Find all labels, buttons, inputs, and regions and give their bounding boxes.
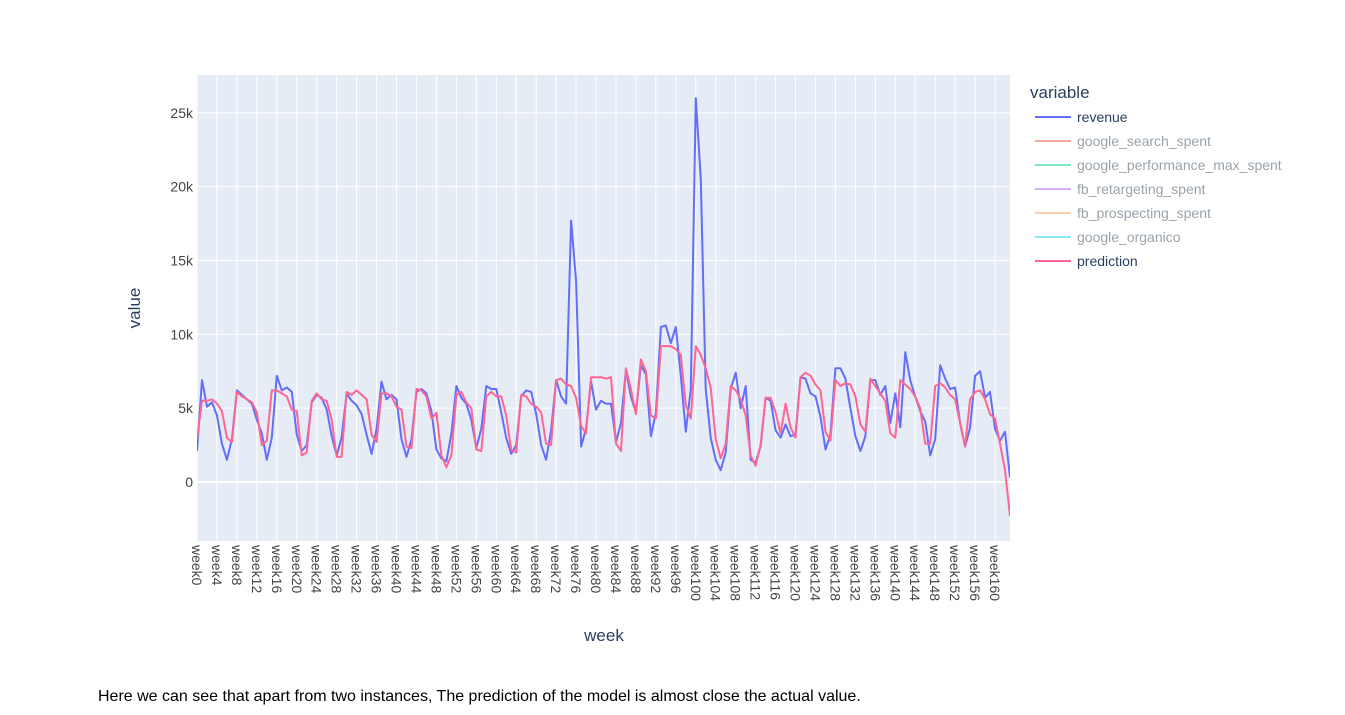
legend-label: google_performance_max_spent [1077, 157, 1282, 173]
x-tick-label: week72 [548, 544, 564, 593]
x-tick-label: week112 [748, 544, 764, 600]
legend-item-fb-prospecting-spent[interactable]: fb_prospecting_spent [1035, 205, 1211, 221]
legend-item-google-performance-max-spent[interactable]: google_performance_max_spent [1035, 157, 1282, 173]
caption-text: Here we can see that apart from two inst… [98, 688, 861, 705]
x-tick-label: week152 [947, 544, 963, 601]
x-tick-label: week44 [408, 544, 424, 593]
x-tick-label: week12 [249, 544, 265, 593]
series-line-revenue [197, 97, 1010, 478]
x-tick-label: week24 [309, 544, 325, 593]
legend-title: variable [1030, 83, 1090, 102]
legend-item-prediction[interactable]: prediction [1035, 253, 1138, 269]
series-lines [197, 97, 1010, 517]
x-axis-title: week [583, 626, 624, 645]
x-tick-label: week124 [807, 544, 823, 601]
x-tick-label: week148 [927, 544, 943, 601]
x-tick-label: week140 [887, 544, 903, 601]
y-tick-label: 20k [170, 179, 194, 195]
plot-area [197, 75, 1010, 541]
x-tick-label: week128 [827, 544, 843, 601]
y-tick-label: 25k [170, 105, 194, 121]
x-tick-label: week104 [708, 544, 724, 601]
legend-label: fb_retargeting_spent [1077, 181, 1206, 197]
x-axis-ticks: week0 week4 week8 week12 week16 week20 week24 w… [189, 544, 1003, 601]
legend-label: google_organico [1077, 229, 1181, 245]
x-tick-label: week20 [289, 544, 305, 593]
x-tick-label: week136 [867, 544, 883, 601]
x-tick-label: week96 [668, 544, 684, 593]
x-tick-label: week108 [728, 544, 744, 601]
x-tick-label: week16 [269, 544, 285, 593]
x-tick-label: week156 [967, 544, 983, 601]
x-tick-label: week116 [768, 544, 784, 600]
x-tick-label: week160 [987, 544, 1003, 601]
x-tick-label: week84 [608, 544, 624, 593]
x-tick-label: week0 [189, 544, 205, 586]
x-tick-label: week100 [688, 544, 704, 601]
x-tick-label: week60 [488, 544, 504, 593]
x-tick-label: week76 [568, 544, 584, 593]
x-tick-label: week120 [788, 544, 804, 601]
y-tick-label: 0 [185, 474, 193, 490]
legend-label: revenue [1077, 109, 1128, 125]
x-tick-label: week80 [588, 544, 604, 593]
x-tick-label: week88 [628, 544, 644, 593]
x-tick-label: week132 [847, 544, 863, 601]
x-tick-label: week36 [369, 544, 385, 593]
legend-item-google-organico[interactable]: google_organico [1035, 229, 1181, 245]
y-tick-label: 5k [178, 400, 194, 416]
y-axis-ticks: 0 5k 10k 15k 20k 25k [170, 105, 194, 490]
x-tick-label: week32 [349, 544, 365, 593]
legend-label: fb_prospecting_spent [1077, 205, 1211, 221]
legend-item-google-search-spent[interactable]: google_search_spent [1035, 133, 1211, 149]
x-tick-label: week4 [209, 544, 225, 586]
series-line-prediction [197, 345, 1010, 517]
y-axis-title: value [125, 288, 144, 329]
x-tick-label: week144 [907, 544, 923, 601]
x-tick-label: week28 [329, 544, 345, 593]
x-tick-label: week48 [428, 544, 444, 593]
x-tick-label: week52 [448, 544, 464, 593]
legend-item-fb-retargeting-spent[interactable]: fb_retargeting_spent [1035, 181, 1206, 197]
y-gridlines [197, 112, 1010, 483]
x-tick-label: week40 [389, 544, 405, 593]
y-tick-label: 10k [170, 326, 194, 342]
legend-item-revenue[interactable]: revenue [1035, 109, 1128, 125]
y-tick-label: 15k [170, 252, 194, 268]
legend-label: prediction [1077, 253, 1138, 269]
legend: revenue google_search_spent google_perform… [1035, 109, 1282, 269]
x-tick-label: week68 [528, 544, 544, 593]
x-tick-label: week92 [648, 544, 664, 593]
x-tick-label: week56 [468, 544, 484, 593]
x-tick-label: week8 [229, 544, 245, 586]
legend-label: google_search_spent [1077, 133, 1211, 149]
x-tick-label: week64 [508, 544, 524, 593]
x-gridlines [196, 75, 996, 541]
